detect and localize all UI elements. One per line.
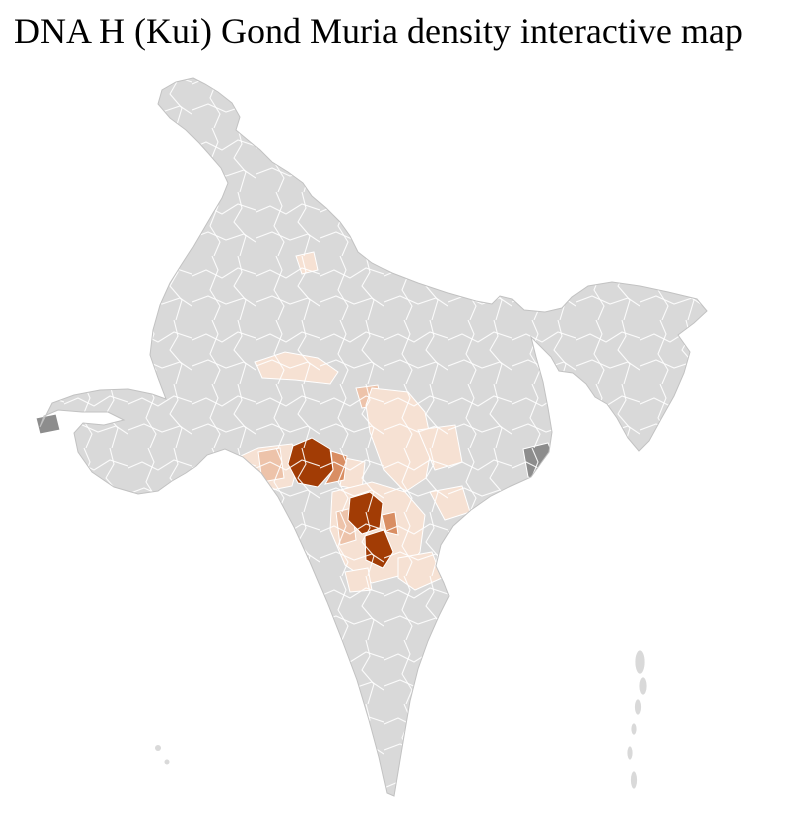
district-nodata-west-coast[interactable] bbox=[35, 413, 61, 435]
island-3[interactable] bbox=[634, 698, 642, 716]
india-outline bbox=[39, 77, 708, 797]
lakshadweep-islands[interactable] bbox=[155, 745, 170, 765]
island-1[interactable] bbox=[634, 649, 646, 675]
island-dot-1[interactable] bbox=[155, 745, 161, 751]
island-dot-2[interactable] bbox=[164, 759, 170, 765]
island-2[interactable] bbox=[638, 676, 648, 696]
island-4[interactable] bbox=[630, 722, 638, 736]
island-6[interactable] bbox=[630, 770, 638, 790]
andaman-nicobar-islands[interactable] bbox=[626, 649, 648, 790]
island-5[interactable] bbox=[626, 745, 634, 761]
district-boundaries-overlay bbox=[40, 78, 707, 796]
page-title: DNA H (Kui) Gond Muria density interacti… bbox=[14, 11, 743, 51]
